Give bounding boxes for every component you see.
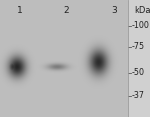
Text: -50: -50	[131, 68, 144, 77]
Text: 2: 2	[63, 6, 69, 15]
Text: 3: 3	[111, 6, 117, 15]
Text: -100: -100	[131, 21, 149, 30]
FancyBboxPatch shape	[0, 0, 128, 117]
Text: -37: -37	[131, 91, 144, 100]
Text: 1: 1	[17, 6, 22, 15]
Text: -75: -75	[131, 42, 144, 51]
Text: kDa: kDa	[134, 6, 150, 15]
